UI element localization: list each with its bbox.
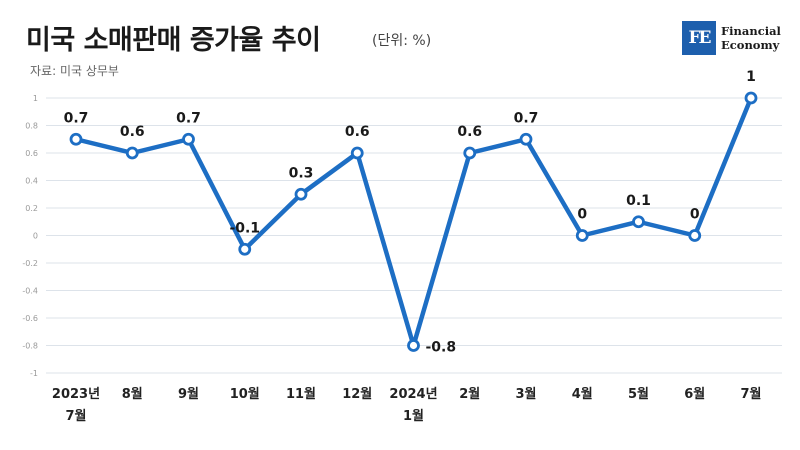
- data-point: [294, 187, 308, 201]
- y-tick-label: 1: [33, 94, 38, 103]
- data-point: [407, 339, 420, 352]
- y-tick-label: -0.2: [22, 259, 38, 268]
- data-point: [519, 132, 533, 146]
- x-tick-label: 2024년 1월: [389, 387, 437, 424]
- data-point: [744, 91, 758, 105]
- data-label: 0.7: [514, 110, 539, 126]
- x-tick-label: 12월: [342, 386, 372, 402]
- financial-economy-logo: FE Financial Economy: [682, 21, 781, 55]
- data-label: 0.1: [626, 193, 651, 209]
- data-label: 0: [690, 207, 700, 223]
- x-tick-label: 7월: [740, 386, 761, 402]
- y-tick-label: -0.8: [22, 342, 38, 351]
- data-label: 0.7: [176, 110, 201, 126]
- x-tick-label: 9월: [178, 386, 199, 402]
- data-label: 0: [577, 207, 587, 223]
- y-tick-label: 0.2: [25, 204, 38, 213]
- data-label: 0.6: [345, 124, 370, 140]
- series-line: [73, 95, 754, 348]
- x-tick-label: 3월: [515, 386, 536, 402]
- data-label: 0.3: [289, 165, 314, 181]
- x-tick-label: 4월: [572, 386, 593, 402]
- logo-text: Financial Economy: [721, 24, 781, 52]
- x-tick-label: 10월: [230, 386, 260, 402]
- data-point: [69, 132, 83, 146]
- logo-text-line1: Financial: [721, 24, 781, 38]
- y-tick-label: 0: [33, 232, 38, 241]
- data-label: 0.6: [120, 124, 145, 140]
- logo-text-line2: Economy: [721, 38, 780, 52]
- x-tick-label: 11월: [286, 386, 316, 402]
- data-point: [688, 229, 702, 242]
- y-tick-label: -1: [30, 369, 38, 378]
- x-tick-label: 2023년 7월: [52, 387, 100, 424]
- data-point: [125, 146, 139, 160]
- data-point: [575, 229, 589, 242]
- data-point: [238, 242, 252, 256]
- y-tick-label: -0.4: [22, 287, 38, 296]
- data-label: -0.1: [229, 220, 260, 236]
- y-tick-label: 0.8: [25, 122, 38, 131]
- y-tick-label: 0.6: [25, 149, 38, 158]
- y-tick-label: 0.4: [25, 177, 38, 186]
- chart-title: 미국 소매판매 증가율 추이: [26, 25, 321, 56]
- x-tick-label: 5월: [628, 386, 649, 402]
- data-point: [632, 215, 645, 229]
- y-tick-label: -0.6: [22, 314, 38, 323]
- x-tick-label: 2월: [459, 386, 480, 402]
- data-point: [463, 146, 477, 160]
- data-label: 0.7: [64, 110, 89, 126]
- unit-label: (단위: %): [372, 33, 432, 49]
- x-tick-label: 8월: [122, 386, 143, 402]
- data-point: [182, 132, 195, 146]
- source-note: 자료: 미국 상무부: [30, 64, 119, 78]
- data-label: 0.6: [457, 124, 482, 140]
- logo-mark: FE: [682, 21, 716, 55]
- data-label: 1: [746, 69, 756, 85]
- x-tick-label: 6월: [684, 386, 705, 402]
- data-point: [350, 146, 364, 160]
- data-label: -0.8: [426, 340, 457, 356]
